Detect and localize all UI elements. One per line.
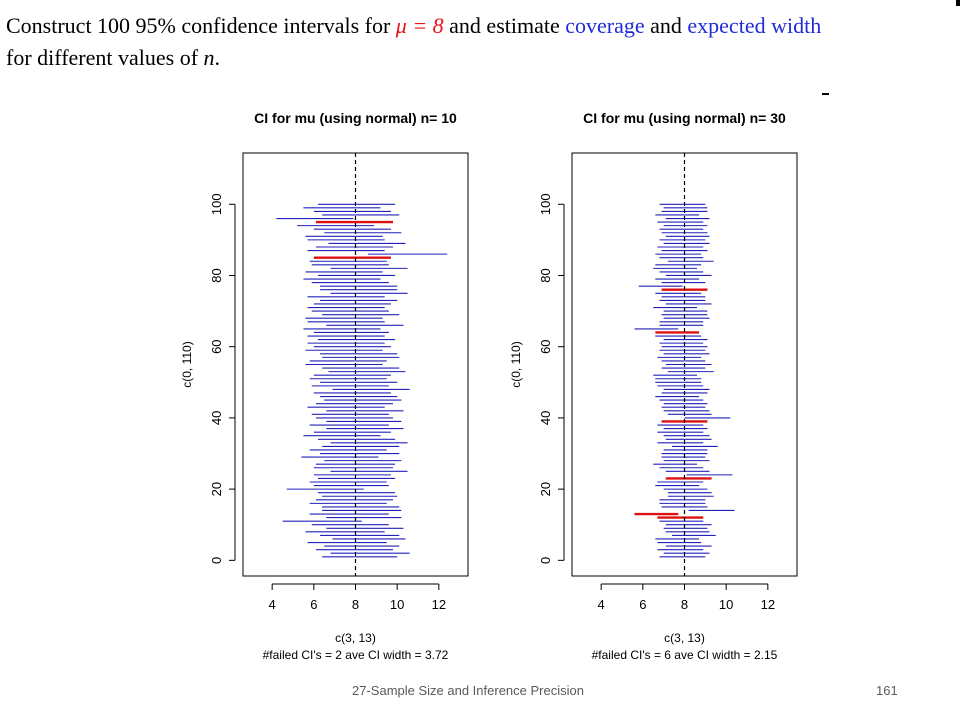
page-number: 161 [876,683,898,698]
y-tick-label: 20 [538,482,553,496]
chart-title: CI for mu (using normal) n= 10 [254,110,457,126]
heading-line-2: for different values of n. [6,42,956,74]
x-tick-label: 10 [719,597,733,612]
heading-text: and estimate [443,13,566,38]
x-tick-label: 8 [681,597,688,612]
y-tick-label: 60 [538,339,553,353]
y-tick-label: 100 [209,193,224,215]
y-tick-label: 0 [538,557,553,564]
y-tick-label: 40 [209,411,224,425]
y-axis-label: c(0, 110) [509,341,523,387]
y-axis-label: c(0, 110) [180,341,194,387]
heading-text: . [214,45,221,70]
x-axis-label: c(3, 13) [335,631,376,645]
footer-title: 27-Sample Size and Inference Precision [352,683,584,698]
x-tick-label: 12 [432,597,446,612]
chart-title: CI for mu (using normal) n= 30 [583,110,786,126]
dash-mark [822,93,829,95]
heading-text: for different values of [6,45,204,70]
heading-expected-width: expected width [687,13,822,38]
y-tick-label: 60 [209,339,224,353]
x-tick-label: 10 [390,597,404,612]
heading-mu: μ = 8 [395,13,444,38]
slide-heading: Construct 100 95% confidence intervals f… [6,10,956,74]
x-tick-label: 6 [639,597,646,612]
x-tick-label: 8 [352,597,359,612]
corner-mark [956,0,960,6]
summary-text: #failed CI's = 2 ave CI width = 3.72 [263,648,449,662]
y-tick-label: 40 [538,411,553,425]
x-axis-label: c(3, 13) [664,631,705,645]
heading-line-1: Construct 100 95% confidence intervals f… [6,10,956,42]
heading-n: n [203,45,215,70]
y-tick-label: 100 [538,193,553,215]
ci-chart-2: CI for mu (using normal) n= 30 4 6 8 10 12 c(3… [509,110,798,662]
heading-coverage: coverage [565,13,645,38]
y-tick-label: 20 [209,482,224,496]
heading-text: and [644,13,688,38]
y-tick-label: 80 [538,268,553,282]
x-tick-label: 12 [761,597,775,612]
x-tick-label: 4 [598,597,605,612]
summary-text: #failed CI's = 6 ave CI width = 2.15 [592,648,778,662]
heading-text: Construct 100 95% confidence intervals f… [6,13,396,38]
ci-chart-1: CI for mu (using normal) n= 10 4 6 8 10 12 c(3… [180,110,469,662]
x-tick-label: 6 [310,597,317,612]
y-tick-label: 80 [209,268,224,282]
y-tick-label: 0 [209,557,224,564]
x-tick-label: 4 [269,597,276,612]
